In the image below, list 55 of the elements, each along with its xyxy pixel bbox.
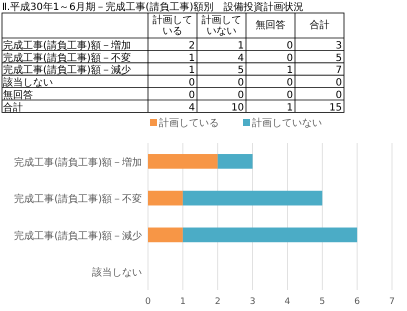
data-label: 0 <box>238 90 244 101</box>
data-label: 0 <box>286 40 293 52</box>
data-label: 2 <box>188 40 195 52</box>
bar <box>182 190 322 206</box>
x-tick-label: 3 <box>250 297 256 307</box>
y-tick-label: 完成工事(請負工事)額－減少 <box>3 64 131 76</box>
legend-label: 計画している <box>159 117 219 129</box>
data-label: 0 <box>286 52 293 64</box>
x-tick-label: 7 <box>389 297 395 307</box>
y-tick-label: 該当しない <box>3 76 53 89</box>
x-tick-label: 計画している <box>152 14 192 37</box>
data-label: 0 <box>336 78 342 89</box>
y-tick-label: 完成工事(請負工事)額－減少 <box>14 230 142 242</box>
data-label: 10 <box>231 102 244 114</box>
data-label: 1 <box>286 65 293 76</box>
data-label: 1 <box>188 65 195 76</box>
data-label: 4 <box>238 52 244 64</box>
x-tick-label: 1 <box>180 297 186 307</box>
data-label: 1 <box>188 52 195 64</box>
x-tick-label: 6 <box>354 297 360 307</box>
x-tick-label: 合計 <box>310 19 330 31</box>
x-tick-label: 無回答 <box>256 19 286 31</box>
x-tick-label: 5 <box>319 297 326 307</box>
x-tick-label: 2 <box>214 297 221 307</box>
data-label: 15 <box>329 102 342 114</box>
bar <box>218 154 253 169</box>
bar <box>182 228 358 242</box>
bar <box>148 154 218 169</box>
bar <box>148 228 183 242</box>
data-label: 0 <box>336 90 342 101</box>
data-label: 0 <box>286 90 293 101</box>
data-label: 0 <box>286 78 293 89</box>
chart-title: Ⅱ.平成30年1～6月期－完成工事(請負工事)額別 設備投資計画状況 <box>2 1 304 13</box>
data-label: 1 <box>238 40 244 52</box>
y-tick-label: 完成工事(請負工事)額－不変 <box>3 52 131 64</box>
x-tick-label: 4 <box>284 297 291 307</box>
data-label: 1 <box>286 102 293 114</box>
data-label: 7 <box>336 65 342 76</box>
y-tick-label: 無回答 <box>3 89 33 101</box>
data-label: 4 <box>188 102 195 114</box>
y-tick-label: 該当しない <box>92 266 142 279</box>
y-tick-label: 完成工事(請負工事)額－増加 <box>14 156 142 168</box>
y-tick-label: 完成工事(請負工事)額－増加 <box>3 39 131 52</box>
bar <box>148 190 183 206</box>
data-label: 0 <box>238 78 244 89</box>
data-label: 3 <box>336 40 342 52</box>
data-label: 5 <box>336 52 342 64</box>
data-label: 5 <box>238 65 244 76</box>
y-tick-label: 合計 <box>3 101 23 114</box>
x-tick-label: 0 <box>145 297 152 307</box>
legend-label: 計画していない <box>252 117 322 129</box>
x-tick-label: 計画していない <box>202 14 242 37</box>
y-tick-label: 完成工事(請負工事)額－不変 <box>14 193 142 206</box>
data-label: 0 <box>188 90 195 101</box>
data-label: 0 <box>188 78 195 89</box>
